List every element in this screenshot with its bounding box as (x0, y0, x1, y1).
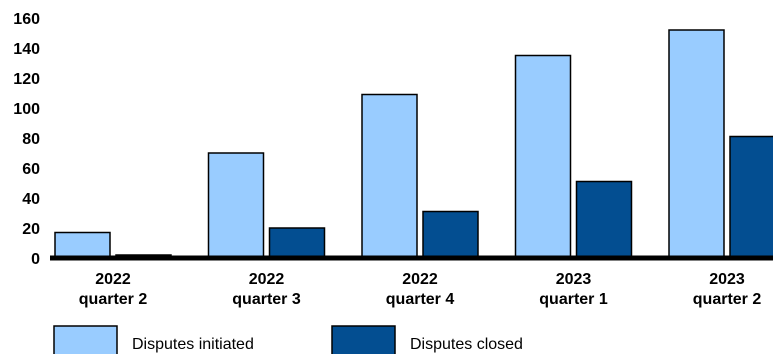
y-tick-label: 0 (31, 251, 40, 268)
y-tick-label: 160 (13, 11, 40, 28)
x-tick-label: quarter 3 (232, 291, 301, 308)
y-tick-label: 20 (22, 221, 40, 238)
y-tick-label: 120 (13, 71, 40, 88)
y-tick-label: 80 (22, 131, 40, 148)
y-tick-label: 60 (22, 161, 40, 178)
x-tick-label: 2023 (709, 271, 745, 288)
bars (54, 29, 773, 259)
bar-disputes-initiated (668, 29, 725, 259)
legend-label-disputes-closed: Disputes closed (410, 336, 523, 353)
x-tick-label: 2023 (556, 271, 592, 288)
bar-disputes-closed (575, 180, 633, 259)
x-tick-label: 2022 (402, 271, 438, 288)
x-tick-label: 2022 (95, 271, 131, 288)
bar-disputes-initiated (54, 231, 111, 259)
x-tick-label: quarter 2 (79, 291, 148, 308)
x-axis-categories: 2022 quarter 2 2022 quarter 3 2022 quarter 4 2… (79, 271, 762, 308)
y-axis-ticks: 0 20 40 60 80 100 120 140 160 (13, 11, 40, 268)
legend: Disputes initiated Disputes closed (53, 325, 523, 354)
legend-swatch-disputes-closed (331, 325, 396, 354)
x-tick-label: quarter 1 (539, 291, 608, 308)
y-tick-label: 140 (13, 41, 40, 58)
bar-disputes-closed (729, 135, 773, 259)
legend-swatch-disputes-initiated (53, 325, 118, 354)
x-tick-label: 2022 (249, 271, 285, 288)
x-tick-label: quarter 4 (386, 291, 455, 308)
y-tick-label: 100 (13, 101, 40, 118)
x-tick-label: quarter 2 (693, 291, 762, 308)
y-tick-label: 40 (22, 191, 40, 208)
bar-disputes-initiated (207, 152, 265, 259)
bar-disputes-initiated (361, 93, 418, 259)
legend-label-disputes-initiated: Disputes initiated (132, 336, 254, 353)
bar-disputes-closed (268, 227, 326, 259)
bar-disputes-closed (422, 210, 479, 259)
bar-disputes-initiated (514, 54, 572, 259)
